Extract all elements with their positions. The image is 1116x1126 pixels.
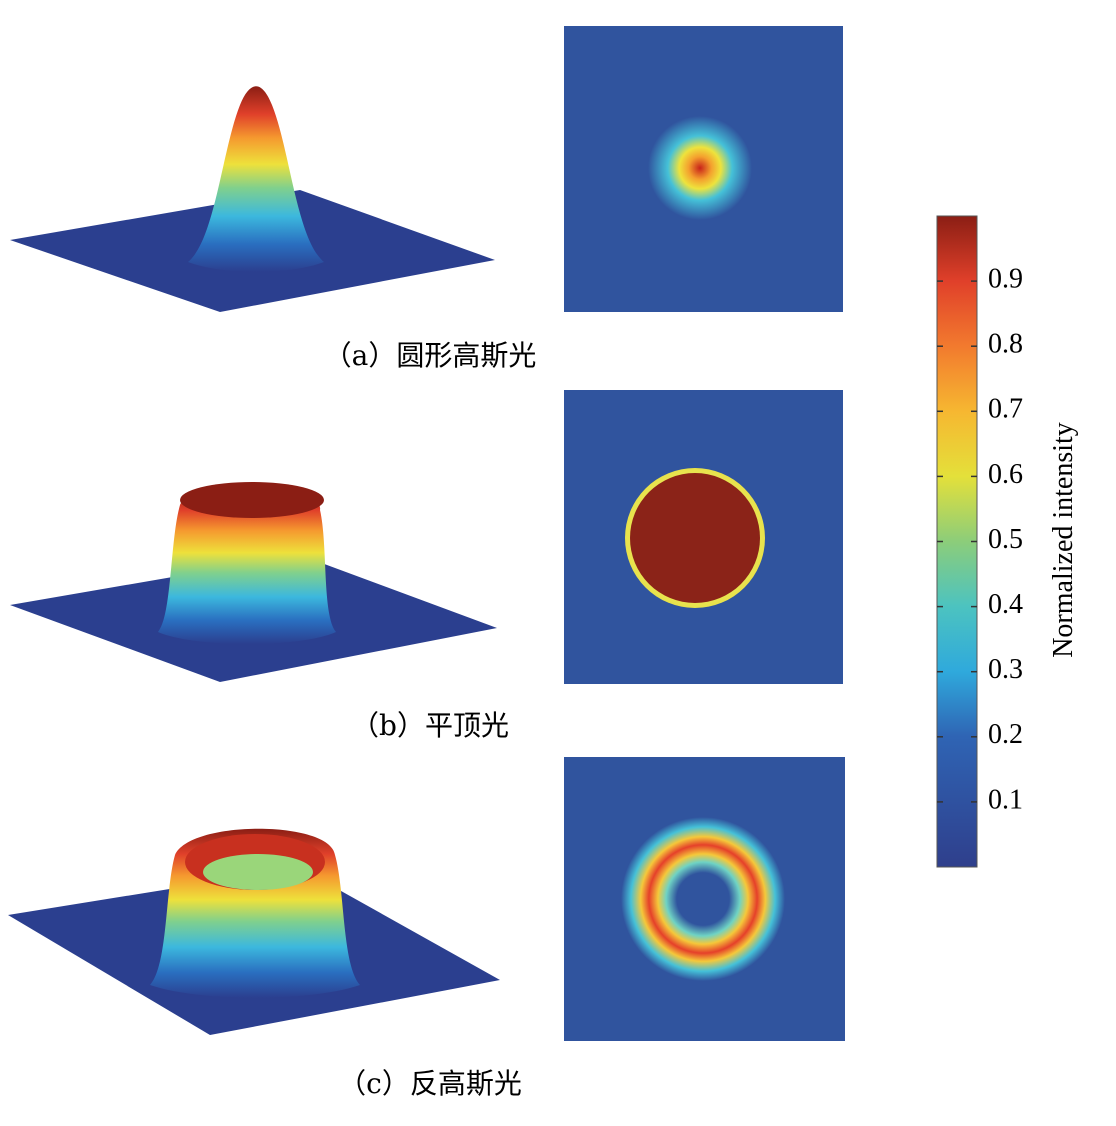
- surface-plot: [10, 482, 497, 682]
- tick-label: 0.6: [988, 459, 1023, 490]
- tick-label: 0.8: [988, 329, 1023, 360]
- heatmap: [564, 757, 845, 1041]
- surface-plot: [8, 828, 500, 1035]
- surface-plot: [10, 86, 495, 312]
- caption: （b）平顶光: [351, 709, 509, 742]
- tick-label: 0.2: [988, 719, 1023, 750]
- tick-label: 0.1: [988, 784, 1023, 815]
- heatmap: [564, 390, 843, 684]
- colorbar-label: Normalized intensity: [1048, 422, 1079, 658]
- caption: （c）反高斯光: [338, 1067, 522, 1100]
- tick-label: 0.7: [988, 394, 1023, 425]
- colorbar: [936, 215, 978, 868]
- tick-label: 0.3: [988, 654, 1023, 685]
- caption: （a）圆形高斯光: [324, 339, 537, 372]
- heatmap: [564, 26, 843, 312]
- tick-label: 0.9: [988, 264, 1023, 295]
- tick-label: 0.5: [988, 524, 1023, 555]
- tick-label: 0.4: [988, 589, 1023, 620]
